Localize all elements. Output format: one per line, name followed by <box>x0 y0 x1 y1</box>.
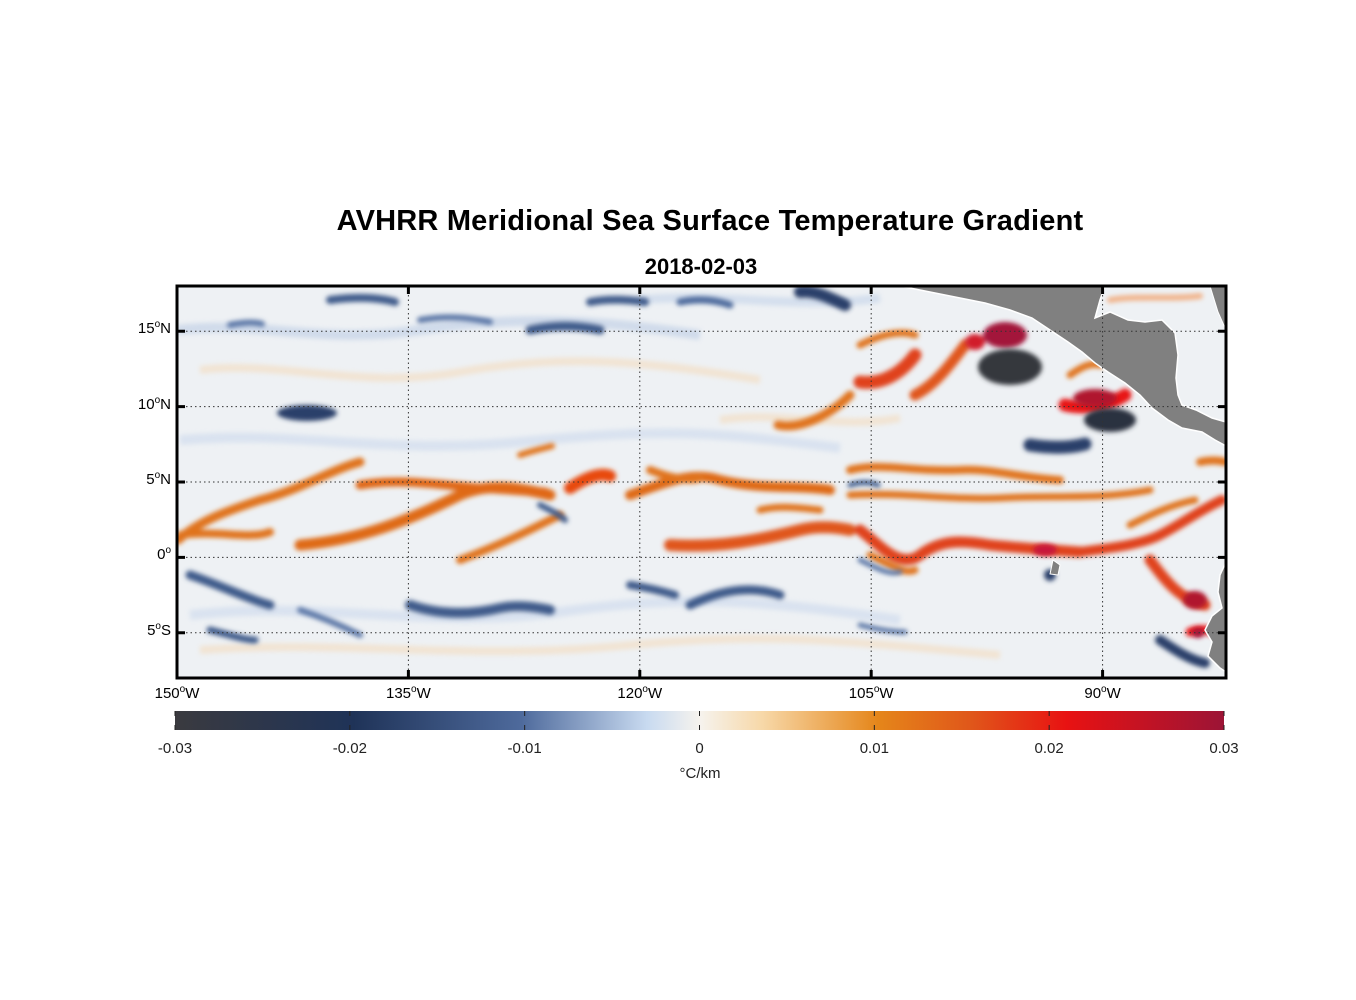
map-gridlines <box>177 286 1226 678</box>
lat-tick-label: 5oN <box>146 470 171 488</box>
colorbar-tick-label: 0 <box>695 740 704 757</box>
colorbar-tick-label: -0.03 <box>157 740 193 757</box>
colorbar-tick-label: 0.02 <box>1034 740 1064 757</box>
lat-tick-label: 15oN <box>137 319 171 338</box>
weak-gradient-texture <box>177 293 1001 659</box>
map-ticks <box>175 286 1226 678</box>
colorbar-tick-label: 0.03 <box>1209 740 1239 757</box>
lon-tick-label: 150oW <box>154 684 200 702</box>
colorbar-tick-label: -0.01 <box>507 740 542 757</box>
chart-subtitle: 2018-02-03 <box>644 254 758 279</box>
central-america-land <box>899 286 1226 447</box>
strong-negative-patches <box>277 349 1136 581</box>
lat-tick-label: 10oN <box>137 394 171 413</box>
south-america-land <box>1204 561 1226 673</box>
lon-tick-label: 120oW <box>617 684 663 702</box>
strong-positive-patches <box>965 322 1207 638</box>
gulf-coast-land <box>1209 286 1226 331</box>
lon-tick-label: 90oW <box>1084 684 1121 702</box>
positive-gradient-fronts <box>177 293 1226 638</box>
lon-tick-label: 135oW <box>386 684 431 702</box>
colorbar-tick-label: 0.01 <box>859 740 889 757</box>
lon-tick-label: 105oW <box>848 684 894 702</box>
colorbar-ticks <box>174 711 1225 730</box>
sst-gradient-field <box>177 286 1226 678</box>
lat-tick-label: 5oS <box>147 620 171 639</box>
negative-gradient-fronts <box>185 286 1210 668</box>
colorbar-tick-label: -0.02 <box>332 740 367 757</box>
colorbar-unit: °C/km <box>679 765 721 782</box>
chart-title: AVHRR Meridional Sea Surface Temperature… <box>336 205 1084 237</box>
galapagos-land <box>1049 559 1061 576</box>
colorbar <box>175 711 1224 730</box>
lat-tick-label: 0o <box>157 545 171 564</box>
